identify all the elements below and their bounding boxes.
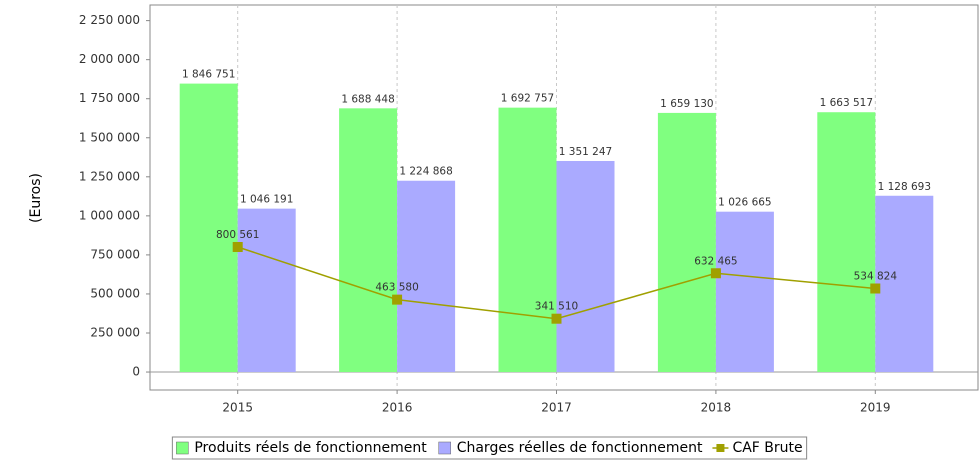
legend: Produits réels de fonctionnement Charges … bbox=[171, 436, 808, 460]
value-label: 1 351 247 bbox=[559, 146, 612, 158]
y-tick-label: 1 000 000 bbox=[79, 208, 140, 222]
line-marker bbox=[551, 313, 562, 324]
line-marker bbox=[392, 294, 403, 305]
value-label: 1 128 693 bbox=[878, 181, 931, 193]
value-label: 463 580 bbox=[375, 282, 418, 294]
bar bbox=[339, 108, 398, 373]
value-label: 1 688 448 bbox=[341, 93, 394, 105]
x-tick-label: 2019 bbox=[860, 401, 891, 415]
value-label: 534 824 bbox=[854, 271, 898, 283]
bar bbox=[657, 112, 716, 373]
value-label: 1 046 191 bbox=[240, 194, 293, 206]
y-tick-label: 250 000 bbox=[90, 325, 140, 339]
legend-label: Charges réelles de fonctionnement bbox=[457, 440, 703, 456]
x-tick-label: 2016 bbox=[382, 401, 413, 415]
y-tick-label: 500 000 bbox=[90, 286, 140, 300]
x-tick-label: 2018 bbox=[701, 401, 732, 415]
bar bbox=[875, 195, 934, 373]
y-tick-label: 2 000 000 bbox=[79, 52, 140, 66]
bar bbox=[817, 112, 876, 373]
line-marker bbox=[710, 268, 721, 279]
bar bbox=[237, 208, 296, 373]
x-tick-label: 2015 bbox=[222, 401, 253, 415]
y-tick-label: 1 250 000 bbox=[79, 169, 140, 183]
line-marker bbox=[870, 283, 881, 294]
legend-swatch bbox=[176, 441, 189, 455]
legend-item: Charges réelles de fonctionnement bbox=[438, 440, 703, 456]
value-label: 341 510 bbox=[535, 301, 578, 313]
legend-label: CAF Brute bbox=[732, 440, 802, 456]
line-marker bbox=[232, 242, 243, 253]
bar bbox=[397, 180, 456, 373]
value-label: 1 659 130 bbox=[660, 98, 713, 110]
value-label: 1 846 751 bbox=[182, 69, 235, 81]
value-label: 800 561 bbox=[216, 229, 259, 241]
legend-swatch bbox=[438, 441, 451, 455]
value-label: 1 224 868 bbox=[399, 166, 452, 178]
value-label: 1 663 517 bbox=[820, 97, 873, 109]
bar bbox=[498, 107, 557, 373]
legend-box bbox=[171, 436, 808, 460]
value-label: 1 692 757 bbox=[501, 93, 554, 105]
y-tick-label: 0 bbox=[132, 365, 140, 379]
value-label: 632 465 bbox=[694, 255, 737, 267]
y-tick-label: 2 250 000 bbox=[79, 13, 140, 27]
x-tick-label: 2017 bbox=[541, 401, 572, 415]
bar bbox=[715, 211, 774, 373]
y-tick-label: 1 750 000 bbox=[79, 91, 140, 105]
bar bbox=[179, 83, 238, 373]
y-axis-label: (Euros) bbox=[28, 173, 44, 223]
y-tick-label: 750 000 bbox=[90, 247, 140, 261]
value-label: 1 026 665 bbox=[718, 197, 771, 209]
y-tick-label: 1 500 000 bbox=[79, 130, 140, 144]
legend-swatch bbox=[716, 444, 725, 452]
legend-item: Produits réels de fonctionnement bbox=[176, 440, 427, 456]
bar bbox=[556, 160, 615, 373]
legend-label: Produits réels de fonctionnement bbox=[194, 440, 427, 456]
legend-item: CAF Brute bbox=[712, 440, 803, 456]
